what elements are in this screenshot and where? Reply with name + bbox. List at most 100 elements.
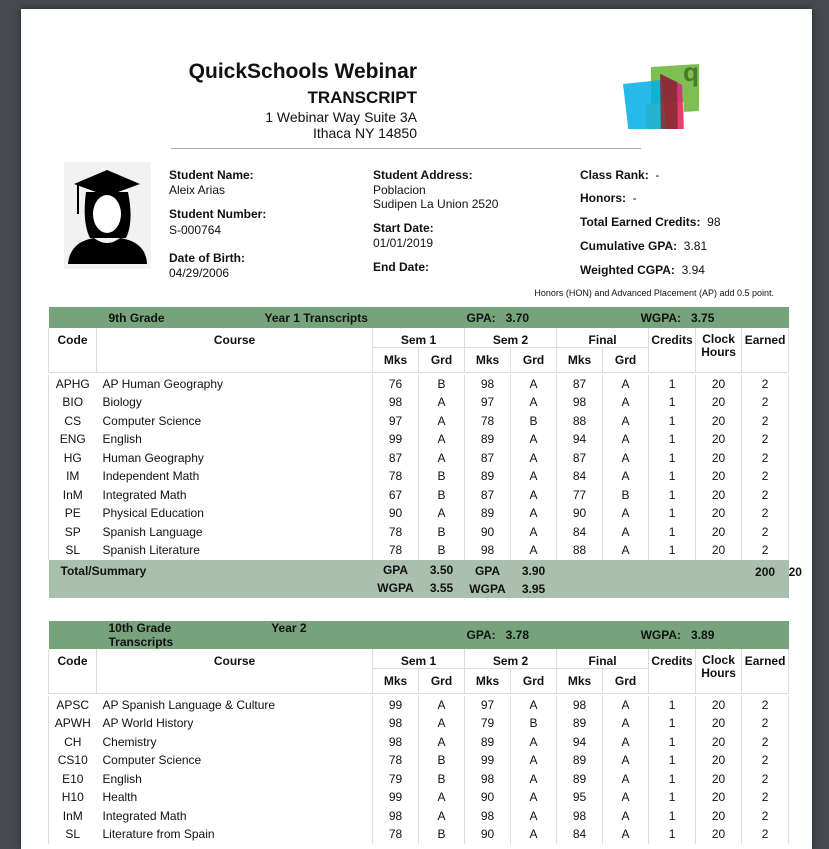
cell-clock-hours: 20 xyxy=(695,430,742,449)
col-final: Final xyxy=(556,328,650,348)
grade-label: 9th Grade Year 1 Transcripts xyxy=(48,307,373,328)
dob: 04/29/2006 xyxy=(169,266,230,280)
col-credits: Credits xyxy=(648,328,697,373)
cell-credits: 1 xyxy=(648,522,696,541)
cell-sem1-mks: 99 xyxy=(372,695,419,714)
cell-final-mks: 98 xyxy=(556,806,603,825)
cell-sem1-mks: 98 xyxy=(372,806,419,825)
cell-course: Literature from Spain xyxy=(102,827,215,842)
cell-code: SP xyxy=(48,522,97,541)
cell-course: Human Geography xyxy=(102,450,204,465)
cumulative-gpa-label: Cumulative GPA: xyxy=(580,239,678,253)
cell-final-mks: 84 xyxy=(556,522,603,541)
table-row: CS Computer Science 97 A 78 B 88 A 1 20 2 xyxy=(48,411,790,430)
divider xyxy=(171,148,641,149)
col-code: Code xyxy=(48,328,97,373)
cell-code: H10 xyxy=(48,788,97,807)
cell-earned: 2 xyxy=(741,522,790,541)
cell-clock-hours: 20 xyxy=(695,732,742,751)
cell-sem1-grd: A xyxy=(418,714,465,733)
col-grd: Grd xyxy=(602,347,650,373)
col-mks: Mks xyxy=(372,347,420,373)
cell-clock-hours: 20 xyxy=(695,695,742,714)
cumulative-gpa-value: 3.81 xyxy=(683,239,708,253)
cell-code: APWH xyxy=(48,714,97,733)
cell-course: AP Human Geography xyxy=(102,376,224,391)
logo-letter: q xyxy=(683,57,699,87)
cell-credits: 1 xyxy=(648,430,696,449)
cell-sem2-grd: A xyxy=(510,448,557,467)
cell-clock-hours: 20 xyxy=(695,411,742,430)
col-earned: Earned xyxy=(741,328,790,373)
cell-clock-hours: 20 xyxy=(695,788,742,807)
cell-sem1-grd: B xyxy=(418,769,465,788)
cell-sem2-mks: 99 xyxy=(464,751,511,770)
cell-final-grd: A xyxy=(602,695,649,714)
cell-sem1-mks: 78 xyxy=(372,825,419,844)
table-row: CH Chemistry 98 A 89 A 94 A 1 20 2 xyxy=(48,732,790,751)
year-gpa: GPA: 3.70 xyxy=(372,307,557,328)
cell-sem1-mks: 79 xyxy=(372,769,419,788)
table-row: E10 English 79 B 98 A 89 A 1 20 2 xyxy=(48,769,790,788)
cell-course: Spanish Literature xyxy=(102,543,200,558)
cell-final-mks: 98 xyxy=(556,393,603,412)
cell-sem1-grd: A xyxy=(418,448,465,467)
cell-sem1-grd: B xyxy=(418,485,465,504)
table-row: SL Literature from Spain 78 B 90 A 84 A 1 20 2 xyxy=(48,825,790,844)
total-credits: Total Earned Credits: 98 xyxy=(580,215,721,229)
total-credits-label: Total Earned Credits: xyxy=(580,215,701,229)
cell-earned: 2 xyxy=(741,769,790,788)
cell-sem2-grd: A xyxy=(510,751,557,770)
column-header-row: Code Course Sem 1 Sem 2 Final Credits Clock Ho… xyxy=(48,328,790,373)
cell-clock-hours: 20 xyxy=(695,374,742,393)
cell-final-grd: A xyxy=(602,732,649,751)
cell-final-mks: 94 xyxy=(556,430,603,449)
document-title: TRANSCRIPT xyxy=(307,88,417,107)
cell-sem2-mks: 97 xyxy=(464,393,511,412)
cell-credits: 1 xyxy=(648,485,696,504)
col-clock-hours: Clock Hours xyxy=(695,328,743,373)
cell-course: Chemistry xyxy=(102,734,157,749)
cell-clock-hours: 20 xyxy=(695,769,742,788)
cell-course: Integrated Math xyxy=(102,808,187,823)
cell-code: InM xyxy=(48,806,97,825)
cell-course: Physical Education xyxy=(102,506,204,521)
cell-final-grd: A xyxy=(602,448,649,467)
table-row: ENG English 99 A 89 A 94 A 1 20 2 xyxy=(48,430,790,449)
cell-code: PE xyxy=(48,504,97,523)
cell-sem2-grd: A xyxy=(510,504,557,523)
col-course: Course xyxy=(96,649,374,694)
cell-credits: 1 xyxy=(648,467,696,486)
cell-sem2-grd: A xyxy=(510,806,557,825)
cell-code: E10 xyxy=(48,769,97,788)
cell-course: Computer Science xyxy=(102,753,202,768)
cell-final-mks: 87 xyxy=(556,374,603,393)
cell-sem1-grd: B xyxy=(418,541,465,560)
cell-credits: 1 xyxy=(648,825,696,844)
cell-sem2-mks: 89 xyxy=(464,732,511,751)
col-mks: Mks xyxy=(464,668,512,694)
table-row: APSC AP Spanish Language & Culture 99 A 97 A 9… xyxy=(48,695,790,714)
cell-course: Integrated Math xyxy=(102,487,187,502)
cell-final-mks: 77 xyxy=(556,485,603,504)
cell-clock-hours: 20 xyxy=(695,504,742,523)
cell-sem1-grd: B xyxy=(418,751,465,770)
cell-sem1-mks: 97 xyxy=(372,411,419,430)
cell-final-grd: A xyxy=(602,430,649,449)
cell-final-grd: A xyxy=(602,825,649,844)
school-logo: q xyxy=(623,57,699,129)
cell-sem1-mks: 90 xyxy=(372,504,419,523)
cell-final-grd: A xyxy=(602,751,649,770)
year-wgpa: WGPA: 3.89 xyxy=(556,621,789,649)
cell-sem1-grd: A xyxy=(418,411,465,430)
col-sem2: Sem 2 xyxy=(464,328,558,348)
total-credits-value: 98 xyxy=(707,215,721,229)
subheader-row: Mks Grd Mks Grd Mks Grd xyxy=(49,668,789,694)
cell-code: SL xyxy=(48,541,97,560)
cell-final-mks: 87 xyxy=(556,448,603,467)
cell-final-mks: 84 xyxy=(556,825,603,844)
table-row: SL Spanish Literature 78 B 98 A 88 A 1 20 2 xyxy=(48,541,790,560)
cell-code: ENG xyxy=(48,430,97,449)
sem2-summary-values: 3.90 3.95 xyxy=(510,559,557,598)
address-label: Student Address: xyxy=(373,168,473,182)
